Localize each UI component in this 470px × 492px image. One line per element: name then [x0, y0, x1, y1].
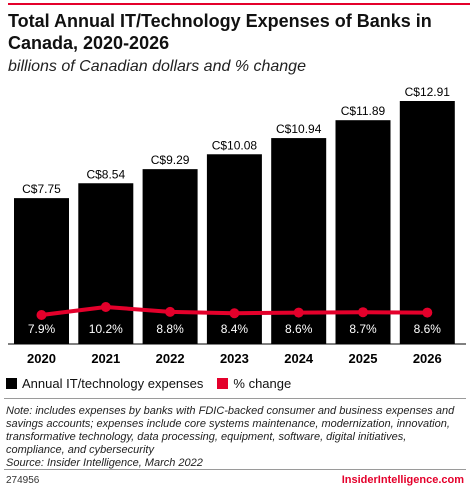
bar-value-label-2024: C$10.94 [276, 122, 322, 136]
bar-value-label-2020: C$7.75 [22, 182, 61, 196]
legend-swatch-expenses [6, 377, 17, 389]
pct-point-2025 [358, 307, 368, 318]
divider-top [4, 398, 466, 399]
footnote: Note: includes expenses by banks with FD… [6, 405, 466, 470]
pct-point-2021 [100, 302, 111, 312]
pct-label-2021: 10.2% [89, 322, 123, 336]
chart-plot: C$7.75 C$8.54 C$9.29 C$10.08 C$10.94 C$11.89 C… [8, 85, 466, 366]
bar-value-label-2026: C$12.91 [405, 85, 451, 99]
legend-label-change: % change [233, 375, 292, 391]
pct-label-2024: 8.6% [285, 322, 313, 336]
bar-2022 [142, 169, 198, 344]
bar-2021 [78, 183, 134, 344]
brand-link[interactable]: InsiderIntelligence.com [341, 474, 464, 486]
pct-label-2022: 8.8% [156, 322, 184, 336]
x-tick-label-2021: 2021 [91, 351, 120, 366]
x-tick-label-2026: 2026 [413, 351, 442, 366]
pct-point-2020 [36, 310, 47, 320]
legend-label-expenses: Annual IT/technology expenses [22, 375, 204, 391]
divider-bottom [4, 469, 466, 470]
top-accent-rule [8, 3, 470, 5]
chart-title: Total Annual IT/Technology Expenses of B… [8, 11, 432, 53]
x-tick-label-2020: 2020 [27, 351, 56, 366]
legend-item-change: % change [217, 376, 291, 391]
bar-value-label-2022: C$9.29 [151, 153, 190, 167]
source-text: Source: Insider Intelligence, March 2022 [6, 457, 203, 469]
pct-point-2022 [165, 306, 176, 317]
legend-swatch-change [217, 377, 229, 389]
pct-label-2023: 8.4% [221, 322, 249, 336]
bar-value-label-2025: C$11.89 [341, 104, 386, 118]
x-tick-label-2024: 2024 [284, 351, 314, 366]
bar-2025 [335, 120, 391, 345]
x-tick-label-2025: 2025 [349, 351, 378, 366]
bar-value-label-2023: C$10.08 [212, 138, 258, 152]
bar-value-label-2021: C$8.54 [86, 167, 125, 181]
pct-point-2023 [229, 308, 240, 319]
x-tick-label-2023: 2023 [220, 351, 249, 366]
note-text: Note: includes expenses by banks with FD… [6, 405, 455, 456]
pct-label-2020: 7.9% [28, 322, 56, 336]
chart-subtitle: billions of Canadian dollars and % chang… [8, 58, 306, 75]
x-tick-label-2022: 2022 [156, 351, 185, 366]
pct-point-2024 [293, 307, 304, 318]
chart-legend: Annual IT/technology expenses % change [6, 374, 305, 392]
pct-label-2025: 8.7% [349, 322, 377, 336]
bar-2026 [399, 101, 455, 344]
chart-id: 274956 [6, 475, 40, 486]
pct-label-2026: 8.6% [414, 322, 442, 336]
legend-item-expenses: Annual IT/technology expenses [6, 376, 203, 391]
pct-point-2026 [422, 307, 433, 318]
